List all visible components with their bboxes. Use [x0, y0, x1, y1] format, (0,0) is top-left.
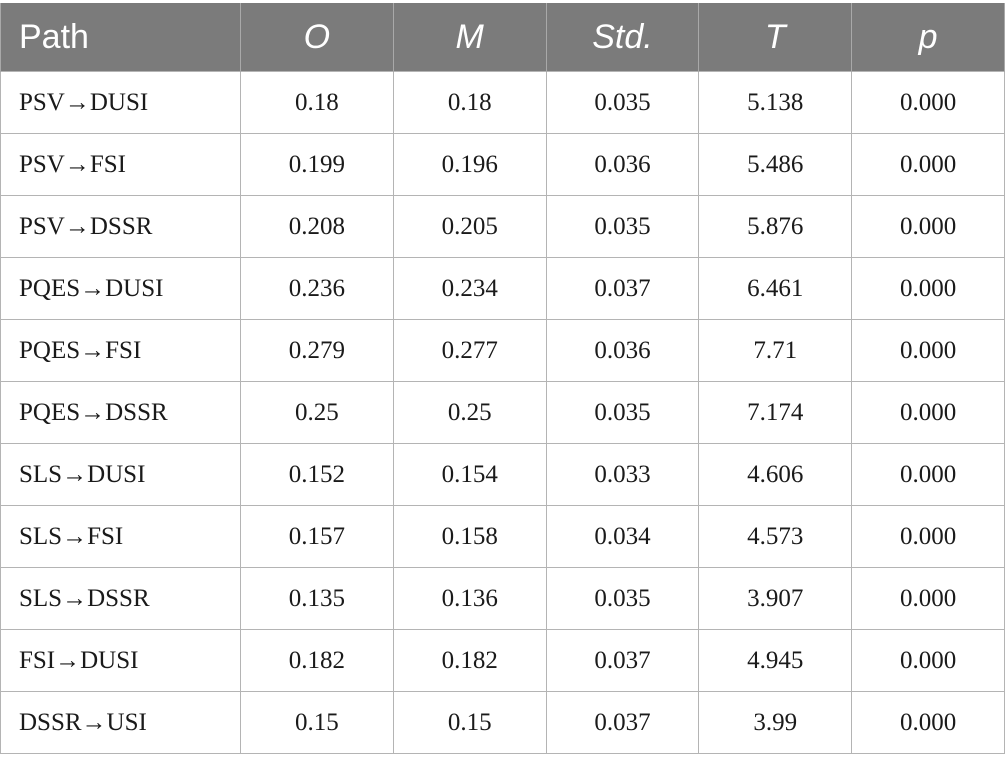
column-header-m: M	[392, 3, 547, 72]
cell-path: DSSR→USI	[0, 691, 241, 754]
cell-std: 0.037	[545, 629, 700, 692]
cell-path: PSV→DSSR	[0, 195, 241, 258]
table-row: PSV→DUSI 0.18 0.18 0.035 5.138 0.000	[0, 71, 1005, 134]
cell-p: 0.000	[851, 257, 1005, 320]
cell-p: 0.000	[851, 691, 1005, 754]
table-row: FSI→DUSI 0.182 0.182 0.037 4.945 0.000	[0, 629, 1005, 692]
cell-t: 5.138	[698, 71, 853, 134]
cell-path: SLS→DUSI	[0, 443, 241, 506]
cell-m: 0.182	[392, 629, 547, 692]
cell-t: 3.99	[698, 691, 853, 754]
table-header-row: Path O M Std. T p	[0, 3, 1005, 72]
cell-std: 0.037	[545, 257, 700, 320]
table-row: PQES→DUSI 0.236 0.234 0.037 6.461 0.000	[0, 257, 1005, 320]
cell-o: 0.135	[240, 567, 394, 630]
cell-m: 0.277	[392, 319, 547, 382]
cell-m: 0.136	[392, 567, 547, 630]
cell-t: 7.71	[698, 319, 853, 382]
cell-path: PQES→DSSR	[0, 381, 241, 444]
cell-path: PSV→DUSI	[0, 71, 241, 134]
cell-t: 4.573	[698, 505, 853, 568]
cell-m: 0.25	[392, 381, 547, 444]
cell-p: 0.000	[851, 505, 1005, 568]
cell-p: 0.000	[851, 195, 1005, 258]
path-coefficients-table: Path O M Std. T p PSV→DUSI 0.18 0.18 0.035 5…	[0, 3, 1005, 754]
cell-std: 0.036	[545, 133, 700, 196]
cell-m: 0.15	[392, 691, 547, 754]
cell-o: 0.18	[240, 71, 394, 134]
cell-m: 0.205	[392, 195, 547, 258]
cell-m: 0.154	[392, 443, 547, 506]
cell-t: 5.876	[698, 195, 853, 258]
cell-t: 4.945	[698, 629, 853, 692]
cell-std: 0.034	[545, 505, 700, 568]
cell-t: 3.907	[698, 567, 853, 630]
cell-o: 0.182	[240, 629, 394, 692]
cell-o: 0.199	[240, 133, 394, 196]
cell-p: 0.000	[851, 133, 1005, 196]
column-header-p: p	[851, 3, 1005, 72]
cell-m: 0.18	[392, 71, 547, 134]
column-header-t: T	[698, 3, 853, 72]
cell-p: 0.000	[851, 567, 1005, 630]
cell-t: 7.174	[698, 381, 853, 444]
cell-path: PQES→DUSI	[0, 257, 241, 320]
cell-t: 6.461	[698, 257, 853, 320]
cell-m: 0.158	[392, 505, 547, 568]
cell-t: 4.606	[698, 443, 853, 506]
cell-path: PQES→FSI	[0, 319, 241, 382]
table-body: PSV→DUSI 0.18 0.18 0.035 5.138 0.000 PSV→FSI 0.…	[0, 71, 1005, 754]
cell-o: 0.152	[240, 443, 394, 506]
cell-m: 0.234	[392, 257, 547, 320]
table-row: PSV→FSI 0.199 0.196 0.036 5.486 0.000	[0, 133, 1005, 196]
cell-p: 0.000	[851, 71, 1005, 134]
cell-p: 0.000	[851, 629, 1005, 692]
cell-std: 0.035	[545, 71, 700, 134]
cell-path: SLS→FSI	[0, 505, 241, 568]
table-row: PQES→FSI 0.279 0.277 0.036 7.71 0.000	[0, 319, 1005, 382]
column-header-o: O	[240, 3, 394, 72]
cell-path: SLS→DSSR	[0, 567, 241, 630]
cell-p: 0.000	[851, 319, 1005, 382]
table-row: SLS→FSI 0.157 0.158 0.034 4.573 0.000	[0, 505, 1005, 568]
cell-o: 0.236	[240, 257, 394, 320]
table-row: SLS→DUSI 0.152 0.154 0.033 4.606 0.000	[0, 443, 1005, 506]
cell-std: 0.035	[545, 195, 700, 258]
cell-o: 0.279	[240, 319, 394, 382]
column-header-path: Path	[0, 3, 241, 72]
table-row: PSV→DSSR 0.208 0.205 0.035 5.876 0.000	[0, 195, 1005, 258]
cell-m: 0.196	[392, 133, 547, 196]
cell-std: 0.035	[545, 381, 700, 444]
cell-p: 0.000	[851, 443, 1005, 506]
cell-path: FSI→DUSI	[0, 629, 241, 692]
cell-std: 0.037	[545, 691, 700, 754]
cell-std: 0.033	[545, 443, 700, 506]
cell-o: 0.15	[240, 691, 394, 754]
table-row: SLS→DSSR 0.135 0.136 0.035 3.907 0.000	[0, 567, 1005, 630]
cell-std: 0.036	[545, 319, 700, 382]
column-header-std: Std.	[545, 3, 700, 72]
cell-t: 5.486	[698, 133, 853, 196]
cell-o: 0.157	[240, 505, 394, 568]
cell-std: 0.035	[545, 567, 700, 630]
cell-o: 0.208	[240, 195, 394, 258]
cell-p: 0.000	[851, 381, 1005, 444]
table-row: DSSR→USI 0.15 0.15 0.037 3.99 0.000	[0, 691, 1005, 754]
cell-path: PSV→FSI	[0, 133, 241, 196]
cell-o: 0.25	[240, 381, 394, 444]
table-row: PQES→DSSR 0.25 0.25 0.035 7.174 0.000	[0, 381, 1005, 444]
